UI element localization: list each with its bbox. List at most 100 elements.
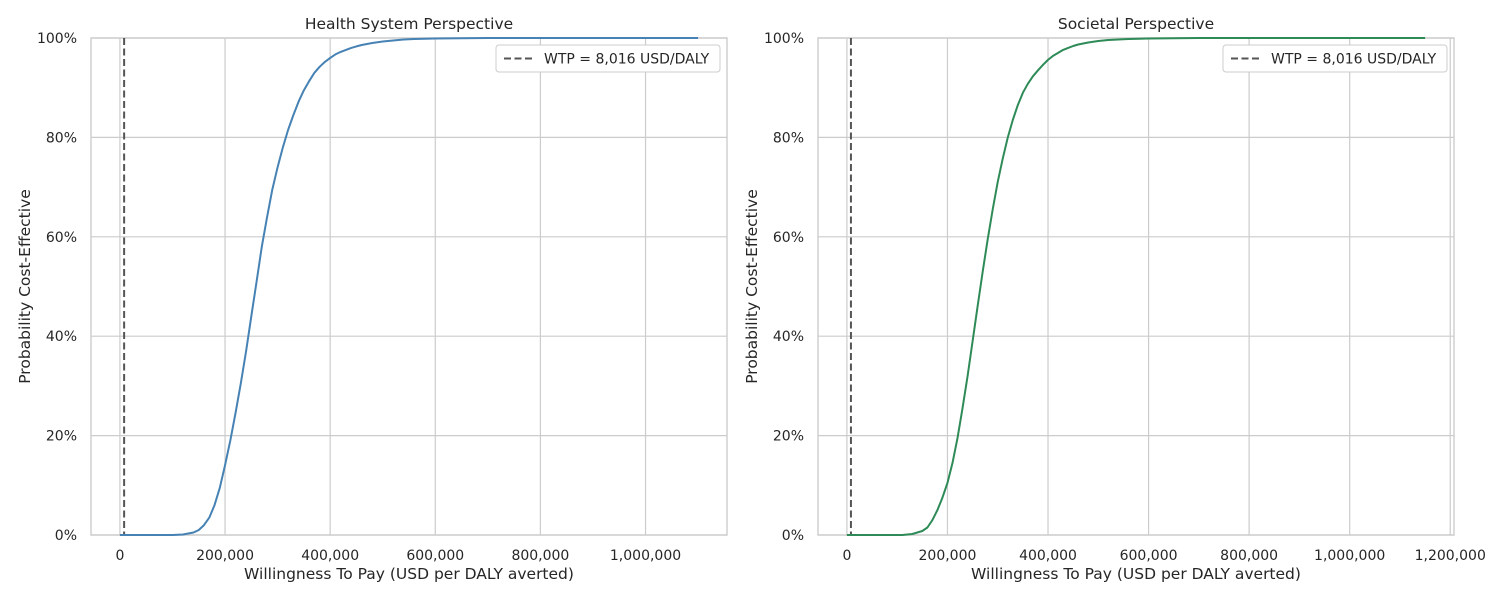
data-point (324, 61, 326, 63)
data-point (1047, 59, 1049, 61)
data-point (962, 407, 964, 409)
x-tick-label: 800,000 (511, 548, 569, 564)
data-point (937, 509, 939, 511)
data-point (335, 54, 337, 56)
data-point (266, 216, 268, 218)
data-point (1062, 49, 1064, 51)
data-point (697, 37, 699, 39)
data-point (203, 524, 205, 526)
legend: WTP = 8,016 USD/DALY (1222, 44, 1448, 73)
data-point (303, 89, 305, 91)
data-point (901, 534, 903, 536)
legend-label: WTP = 8,016 USD/DALY (544, 52, 710, 68)
legend-label: WTP = 8,016 USD/DALY (1271, 52, 1437, 68)
data-point (487, 37, 489, 39)
x-tick-label: 1,000,000 (610, 548, 681, 564)
plot-area-frame (817, 37, 1455, 536)
data-point (361, 44, 363, 46)
data-point (413, 38, 415, 40)
data-point (932, 519, 934, 521)
data-point (1052, 55, 1054, 57)
data-point (1198, 37, 1200, 39)
data-point (1118, 39, 1120, 41)
data-point (1424, 37, 1426, 39)
x-tick-label: 200,000 (196, 548, 254, 564)
data-point (977, 306, 979, 308)
data-point (1042, 64, 1044, 66)
data-point (927, 527, 929, 529)
x-tick-label: 1,000,000 (1314, 548, 1385, 564)
data-point (293, 114, 295, 116)
data-point (172, 534, 174, 536)
x-tick-label: 400,000 (1019, 548, 1077, 564)
data-point (119, 534, 121, 536)
data-point (434, 38, 436, 40)
data-point (319, 66, 321, 68)
x-axis-title: Willingness To Pay (USD per DALY averted… (244, 565, 574, 583)
data-point (982, 271, 984, 273)
data-point (1148, 38, 1150, 40)
legend-box (495, 44, 721, 73)
chart-title: Societal Perspective (1058, 15, 1214, 33)
acceptability-curve (119, 37, 699, 536)
data-point (922, 530, 924, 532)
data-point (1017, 104, 1019, 106)
y-tick-label: 40% (773, 329, 804, 345)
data-point (345, 49, 347, 51)
data-point (214, 504, 216, 506)
data-point (261, 246, 263, 248)
data-point (272, 189, 274, 191)
legend: WTP = 8,016 USD/DALY (495, 44, 721, 73)
data-point (1097, 40, 1099, 42)
data-point (282, 147, 284, 149)
data-point (1012, 119, 1014, 121)
y-tick-label: 100% (37, 31, 77, 47)
data-point (1002, 157, 1004, 159)
data-point (208, 517, 210, 519)
data-point (1032, 75, 1034, 77)
y-tick-label: 40% (46, 329, 77, 345)
y-tick-label: 0% (55, 528, 77, 544)
data-point (182, 534, 184, 536)
data-point (340, 51, 342, 53)
acceptability-curve (846, 37, 1426, 536)
data-point (1022, 92, 1024, 94)
data-point (992, 209, 994, 211)
y-tick-label: 0% (782, 528, 804, 544)
y-axis-title: Probability Cost-Effective (16, 189, 34, 384)
data-point (350, 47, 352, 49)
chart-panel-2: 0 200,000 400,000 600,000 800,000 1,000,000 1,… (743, 15, 1486, 583)
x-tick-label: 600,000 (1120, 548, 1178, 564)
y-tick-label: 80% (773, 130, 804, 146)
chart-title: Health System Perspective (305, 15, 513, 33)
data-point (1027, 83, 1029, 85)
data-point (997, 181, 999, 183)
data-point (356, 46, 358, 48)
data-point (911, 533, 913, 535)
data-point (193, 532, 195, 534)
data-point (1067, 47, 1069, 49)
y-axis-title: Probability Cost-Effective (743, 189, 761, 384)
data-point (329, 57, 331, 59)
data-point (240, 383, 242, 385)
y-tick-label: 20% (46, 429, 77, 445)
data-point (298, 101, 300, 103)
data-point (972, 340, 974, 342)
data-point (198, 529, 200, 531)
legend-box (1222, 44, 1448, 73)
data-point (952, 462, 954, 464)
data-point (308, 80, 310, 82)
data-point (1007, 137, 1009, 139)
x-tick-label: 800,000 (1220, 548, 1278, 564)
data-point (224, 465, 226, 467)
y-tick-label: 60% (773, 230, 804, 246)
data-point (846, 534, 848, 536)
y-tick-label: 100% (764, 31, 804, 47)
chart-panel-1: 0 200,000 400,000 600,000 800,000 1,000,000 0%… (16, 15, 728, 583)
x-tick-label: 400,000 (301, 548, 359, 564)
data-point (256, 281, 258, 283)
data-point (1082, 43, 1084, 45)
data-point (403, 39, 405, 41)
data-point (314, 72, 316, 74)
